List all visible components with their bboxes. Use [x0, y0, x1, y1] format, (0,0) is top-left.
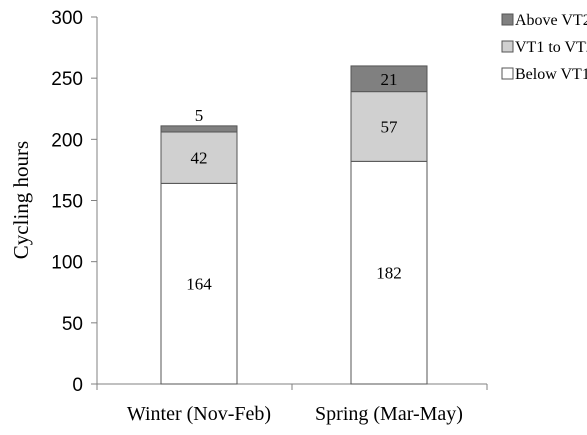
data-label: 21 — [381, 70, 398, 89]
x-tick-label: Winter (Nov-Feb) — [127, 403, 271, 425]
x-tick-label: Spring (Mar-May) — [315, 403, 463, 425]
data-label: 182 — [376, 264, 402, 283]
data-label: 57 — [381, 117, 399, 136]
y-tick-label: 200 — [51, 130, 83, 151]
legend-above-vt2-label: Above VT2 — [515, 12, 587, 29]
x-axis: Winter (Nov-Feb) Spring (Mar-May) — [96, 383, 488, 425]
legend-above-vt2-swatch — [501, 13, 514, 26]
data-labels: 164 42 5 182 57 21 — [186, 70, 402, 294]
data-label: 5 — [195, 106, 204, 125]
legend-vt1-to-vt2-label: VT1 to VT2 — [515, 39, 587, 56]
legend-vt1-to-vt2-swatch — [501, 40, 514, 53]
bar-spring-above-vt2 — [350, 65, 428, 93]
legend: Above VT2 VT1 to VT2 Below VT1 — [501, 12, 587, 83]
y-axis: 0 50 100 150 200 250 300 — [51, 8, 98, 396]
y-tick-label: 50 — [62, 314, 83, 335]
bar-winter-above-vt2 — [160, 125, 238, 133]
data-label: 42 — [191, 149, 208, 168]
y-axis-label: Cycling hours — [9, 141, 33, 259]
legend-below-vt1-label: Below VT1 — [515, 66, 587, 83]
y-tick-label: 150 — [51, 192, 83, 213]
bars — [160, 65, 428, 385]
bar-winter-below-vt1 — [160, 182, 238, 385]
y-tick-label: 0 — [72, 375, 83, 396]
y-tick-label: 100 — [51, 253, 83, 274]
data-label: 164 — [186, 275, 212, 294]
legend-below-vt1-swatch — [501, 67, 514, 80]
y-tick-label: 300 — [51, 8, 83, 29]
y-tick-label: 250 — [51, 69, 83, 90]
